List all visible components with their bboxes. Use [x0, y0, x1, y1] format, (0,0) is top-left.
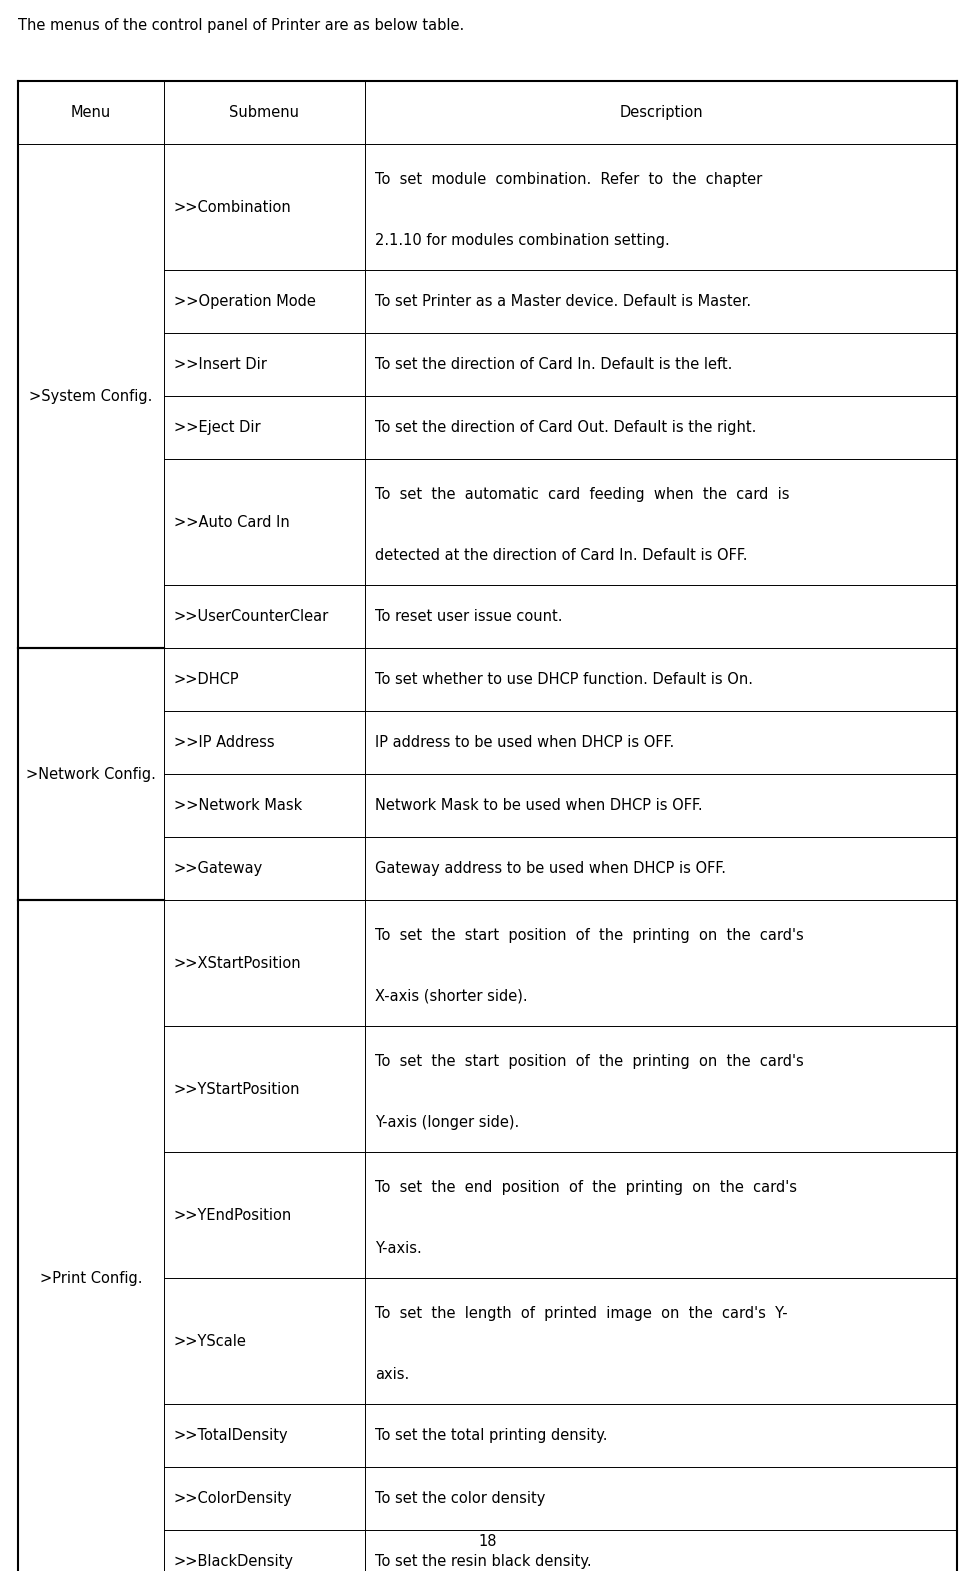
Text: To set Printer as a Master device. Default is Master.: To set Printer as a Master device. Defau…: [375, 294, 752, 309]
Text: 2.1.10 for modules combination setting.: 2.1.10 for modules combination setting.: [375, 233, 670, 248]
Text: To  set  the  start  position  of  the  printing  on  the  card's: To set the start position of the printin…: [375, 1054, 804, 1068]
Text: >>TotalDensity: >>TotalDensity: [174, 1428, 289, 1444]
Text: To set the total printing density.: To set the total printing density.: [375, 1428, 608, 1444]
Text: To  set  the  start  position  of  the  printing  on  the  card's: To set the start position of the printin…: [375, 928, 804, 943]
Text: >>UserCounterClear: >>UserCounterClear: [174, 610, 329, 624]
Text: >>YEndPosition: >>YEndPosition: [174, 1208, 292, 1222]
Text: >>Insert Dir: >>Insert Dir: [174, 357, 266, 372]
Text: >Network Config.: >Network Config.: [25, 767, 156, 781]
Text: >>YScale: >>YScale: [174, 1334, 247, 1348]
Text: >Print Config.: >Print Config.: [40, 1271, 142, 1285]
Text: >>Network Mask: >>Network Mask: [174, 798, 302, 814]
Text: >>IP Address: >>IP Address: [174, 735, 274, 749]
Text: To set the direction of Card In. Default is the left.: To set the direction of Card In. Default…: [375, 357, 733, 372]
Text: >>ColorDensity: >>ColorDensity: [174, 1491, 292, 1507]
Text: X-axis (shorter side).: X-axis (shorter side).: [375, 990, 528, 1004]
Text: axis.: axis.: [375, 1367, 410, 1382]
Text: To  set  the  automatic  card  feeding  when  the  card  is: To set the automatic card feeding when t…: [375, 487, 790, 501]
Text: The menus of the control panel of Printer are as below table.: The menus of the control panel of Printe…: [18, 17, 464, 33]
Text: >>XStartPosition: >>XStartPosition: [174, 955, 301, 971]
Text: Network Mask to be used when DHCP is OFF.: Network Mask to be used when DHCP is OFF…: [375, 798, 703, 814]
Text: To  set  the  end  position  of  the  printing  on  the  card's: To set the end position of the printing …: [375, 1180, 798, 1194]
Text: To set the direction of Card Out. Default is the right.: To set the direction of Card Out. Defaul…: [375, 419, 757, 435]
Text: >>Operation Mode: >>Operation Mode: [174, 294, 316, 309]
Text: Y-axis.: Y-axis.: [375, 1241, 422, 1255]
Text: Menu: Menu: [70, 105, 111, 119]
Text: Gateway address to be used when DHCP is OFF.: Gateway address to be used when DHCP is …: [375, 861, 726, 877]
Text: detected at the direction of Card In. Default is OFF.: detected at the direction of Card In. De…: [375, 548, 748, 562]
Text: To  set  module  combination.  Refer  to  the  chapter: To set module combination. Refer to the …: [375, 171, 762, 187]
Text: To set whether to use DHCP function. Default is On.: To set whether to use DHCP function. Def…: [375, 672, 754, 687]
Text: >>Eject Dir: >>Eject Dir: [174, 419, 260, 435]
Text: >>YStartPosition: >>YStartPosition: [174, 1081, 300, 1097]
Text: To set the resin black density.: To set the resin black density.: [375, 1554, 592, 1569]
Text: To reset user issue count.: To reset user issue count.: [375, 610, 563, 624]
Text: Description: Description: [619, 105, 703, 119]
Text: >System Config.: >System Config.: [29, 388, 152, 404]
Text: IP address to be used when DHCP is OFF.: IP address to be used when DHCP is OFF.: [375, 735, 675, 749]
Text: Submenu: Submenu: [229, 105, 299, 119]
Text: >>BlackDensity: >>BlackDensity: [174, 1554, 293, 1569]
Text: >>Auto Card In: >>Auto Card In: [174, 514, 290, 529]
Text: 18: 18: [479, 1533, 496, 1549]
Text: To set the color density: To set the color density: [375, 1491, 546, 1507]
Text: >>Combination: >>Combination: [174, 200, 292, 215]
Text: >>DHCP: >>DHCP: [174, 672, 239, 687]
Text: Y-axis (longer side).: Y-axis (longer side).: [375, 1115, 520, 1130]
Text: >>Gateway: >>Gateway: [174, 861, 263, 877]
Text: To  set  the  length  of  printed  image  on  the  card's  Y-: To set the length of printed image on th…: [375, 1306, 788, 1321]
